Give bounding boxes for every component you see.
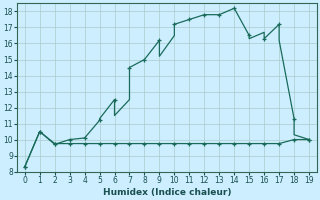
X-axis label: Humidex (Indice chaleur): Humidex (Indice chaleur) <box>103 188 231 197</box>
